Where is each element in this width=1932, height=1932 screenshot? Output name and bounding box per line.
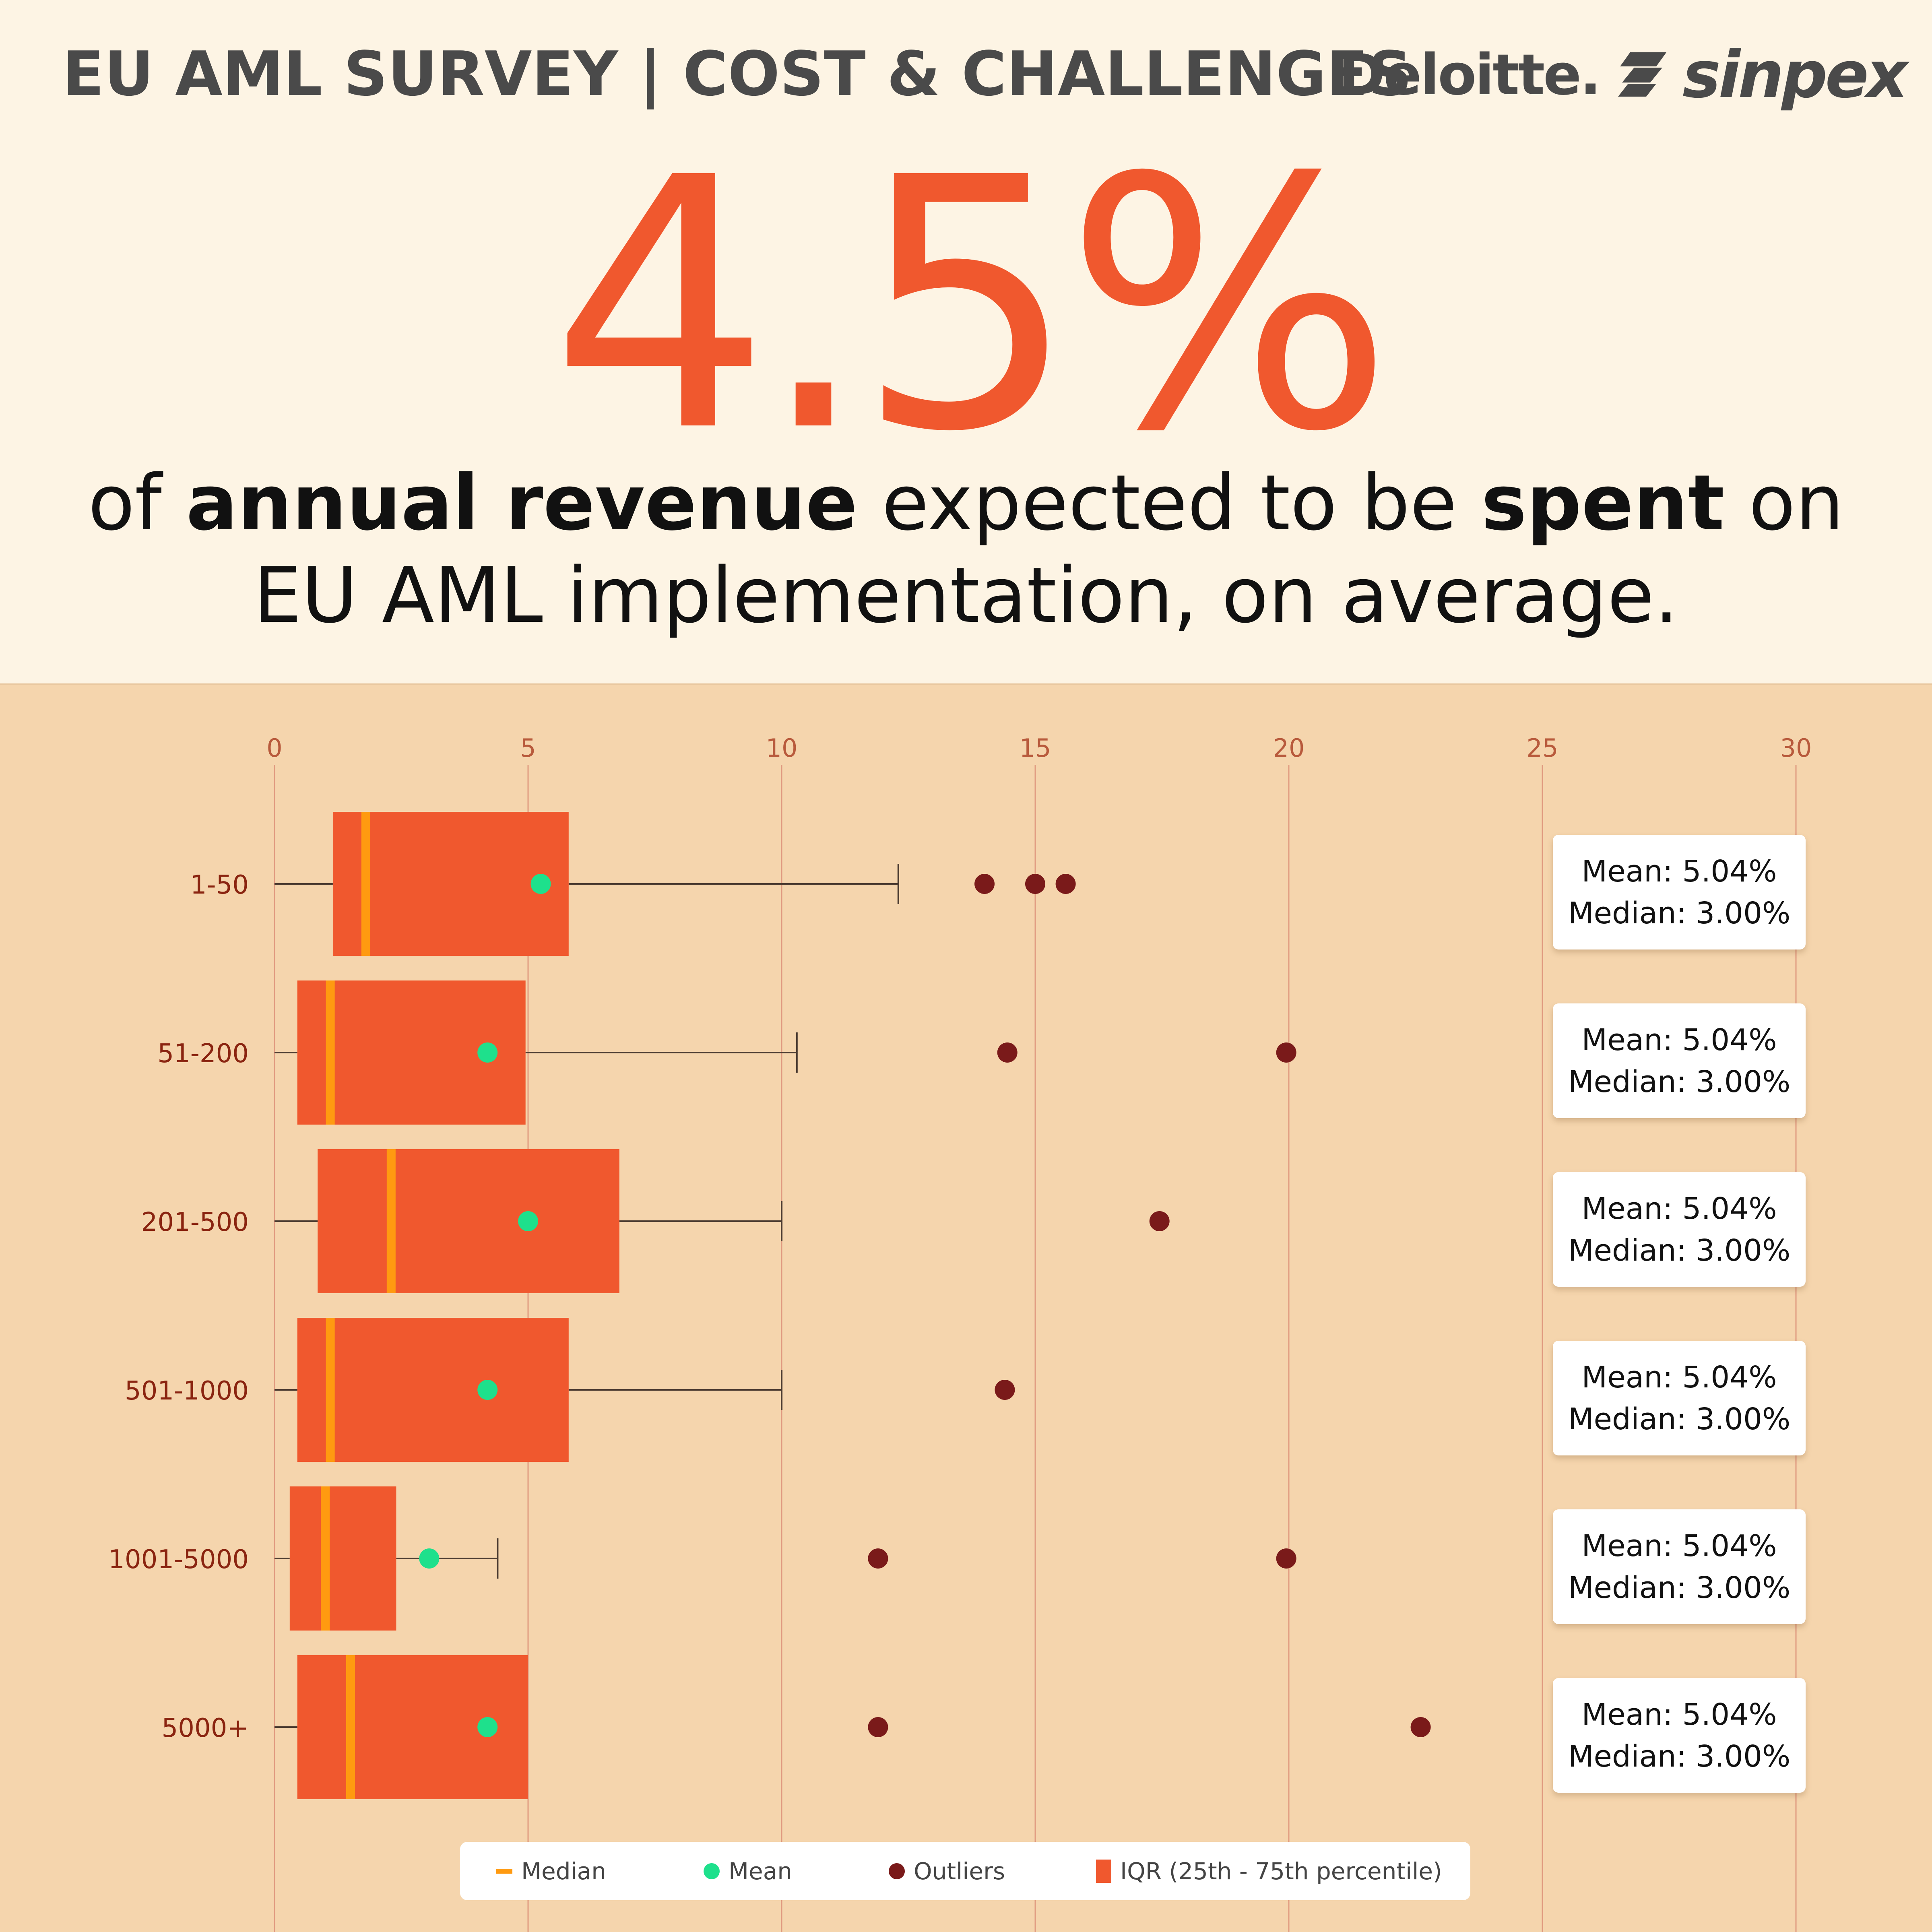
outlier-point	[995, 1380, 1015, 1400]
legend-median: Median	[496, 1842, 606, 1900]
mean-point	[477, 1380, 498, 1400]
iqr-swatch-icon	[1096, 1859, 1111, 1883]
x-tick-label: 20	[1273, 733, 1305, 763]
category-label: 1-50	[190, 870, 249, 900]
legend-outliers-label: Outliers	[914, 1857, 1005, 1885]
iqr-box	[332, 812, 569, 956]
median-line	[326, 1318, 335, 1462]
stat-box: Mean: 5.04% Median: 3.00%	[1553, 1003, 1806, 1118]
sinpex-mark-icon	[1618, 52, 1666, 97]
mean-swatch-icon	[704, 1863, 720, 1879]
legend-iqr-label: IQR (25th - 75th percentile)	[1120, 1857, 1442, 1885]
stat-median: Median: 3.00%	[1568, 1064, 1791, 1099]
outlier-point	[1410, 1717, 1431, 1737]
x-tick-label: 25	[1527, 733, 1558, 763]
headline-text-e: on	[1724, 458, 1844, 547]
x-tick-label: 0	[266, 733, 282, 763]
headline-line-2: EU AML implementation, on average.	[253, 551, 1679, 640]
median-line	[361, 812, 370, 956]
legend-mean: Mean	[704, 1842, 792, 1900]
mean-point	[518, 1211, 538, 1231]
headline-stat: 4.5%	[550, 104, 1394, 507]
iqr-box	[318, 1149, 619, 1293]
header-panel: EU AML SURVEY | COST & CHALLENGES Deloit…	[0, 0, 1932, 685]
iqr-box	[297, 1318, 569, 1462]
stat-mean: Mean: 5.04%	[1581, 1022, 1777, 1057]
stat-median: Median: 3.00%	[1568, 1402, 1791, 1437]
headline-text-a: of	[88, 458, 186, 547]
stat-mean: Mean: 5.04%	[1581, 1360, 1777, 1395]
chart-legend: Median Mean Outliers IQR (25th - 75th pe…	[460, 1842, 1470, 1900]
category-label: 51-200	[157, 1039, 249, 1069]
x-tick-label: 10	[766, 733, 798, 763]
outlier-point	[1276, 1042, 1296, 1063]
stat-box: Mean: 5.04% Median: 3.00%	[1553, 1341, 1806, 1455]
stat-mean: Mean: 5.04%	[1581, 1528, 1777, 1563]
legend-mean-label: Mean	[729, 1857, 793, 1885]
headline-text-spent: spent	[1481, 458, 1725, 547]
sinpex-logo: sinpex	[1618, 36, 1908, 113]
headline-line-1: of annual revenue expected to be spent o…	[0, 459, 1932, 547]
x-tick-label: 5	[520, 733, 536, 763]
stat-median: Median: 3.00%	[1568, 896, 1791, 931]
stat-box: Mean: 5.04% Median: 3.00%	[1553, 1678, 1806, 1793]
category-label: 501-1000	[125, 1376, 249, 1406]
stat-box: Mean: 5.04% Median: 3.00%	[1553, 1509, 1806, 1624]
outlier-point	[1055, 874, 1076, 894]
stat-median: Median: 3.00%	[1568, 1233, 1791, 1268]
outlier-swatch-icon	[889, 1863, 905, 1879]
stat-median: Median: 3.00%	[1568, 1739, 1791, 1774]
mean-point	[530, 874, 551, 894]
legend-iqr: IQR (25th - 75th percentile)	[1096, 1842, 1442, 1900]
stat-median: Median: 3.00%	[1568, 1570, 1791, 1605]
median-swatch-icon	[496, 1868, 512, 1874]
headline-text-annual-revenue: annual revenue	[186, 458, 858, 547]
sinpex-logo-text: sinpex	[1682, 37, 1908, 112]
median-line	[321, 1486, 330, 1631]
headline-text-c: expected to be	[857, 458, 1482, 547]
x-tick-label: 15	[1020, 733, 1051, 763]
median-line	[386, 1149, 396, 1293]
page-title: EU AML SURVEY | COST & CHALLENGES	[62, 38, 1412, 109]
deloitte-logo: Deloitte.	[1338, 42, 1601, 108]
outlier-point	[868, 1548, 888, 1569]
median-line	[346, 1655, 355, 1799]
outlier-point	[1149, 1211, 1170, 1231]
mean-point	[419, 1548, 440, 1569]
mean-point	[477, 1717, 498, 1737]
outlier-point	[997, 1042, 1018, 1063]
category-label: 5000+	[162, 1713, 249, 1743]
median-line	[326, 980, 335, 1125]
category-label: 1001-5000	[108, 1545, 249, 1575]
outlier-point	[1276, 1548, 1296, 1569]
outlier-point	[974, 874, 995, 894]
stat-box: Mean: 5.04% Median: 3.00%	[1553, 1172, 1806, 1287]
outlier-point	[868, 1717, 888, 1737]
stat-mean: Mean: 5.04%	[1581, 854, 1777, 889]
legend-median-label: Median	[521, 1857, 606, 1885]
stat-mean: Mean: 5.04%	[1581, 1697, 1777, 1732]
outlier-point	[1025, 874, 1045, 894]
legend-outliers: Outliers	[889, 1842, 1005, 1900]
stat-box: Mean: 5.04% Median: 3.00%	[1553, 835, 1806, 949]
stat-mean: Mean: 5.04%	[1581, 1191, 1777, 1226]
mean-point	[477, 1042, 498, 1063]
category-label: 201-500	[141, 1208, 249, 1237]
iqr-box	[289, 1486, 396, 1631]
x-tick-label: 30	[1780, 733, 1812, 763]
